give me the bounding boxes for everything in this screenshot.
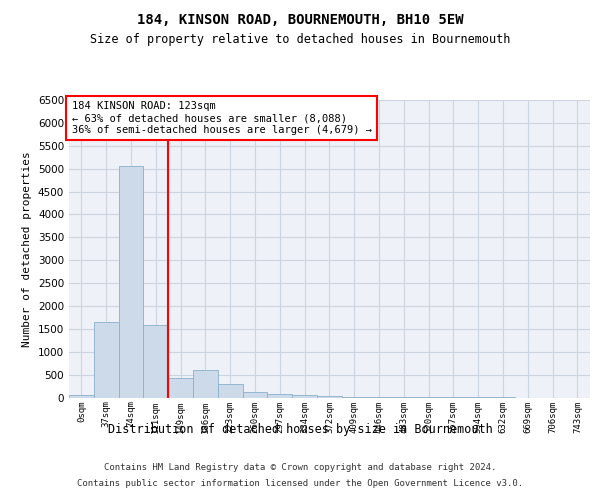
Bar	[193, 370, 218, 398]
Y-axis label: Number of detached properties: Number of detached properties	[22, 151, 32, 346]
Text: Contains public sector information licensed under the Open Government Licence v3: Contains public sector information licen…	[77, 479, 523, 488]
Bar	[292, 395, 317, 398]
Bar	[268, 394, 292, 398]
Bar	[168, 378, 193, 398]
Text: Size of property relative to detached houses in Bournemouth: Size of property relative to detached ho…	[90, 32, 510, 46]
Text: Contains HM Land Registry data © Crown copyright and database right 2024.: Contains HM Land Registry data © Crown c…	[104, 462, 496, 471]
Bar	[94, 322, 119, 398]
Bar	[218, 384, 242, 398]
Text: 184, KINSON ROAD, BOURNEMOUTH, BH10 5EW: 184, KINSON ROAD, BOURNEMOUTH, BH10 5EW	[137, 12, 463, 26]
Bar	[342, 397, 367, 398]
Text: 184 KINSON ROAD: 123sqm
← 63% of detached houses are smaller (8,088)
36% of semi: 184 KINSON ROAD: 123sqm ← 63% of detache…	[71, 102, 371, 134]
Bar	[242, 392, 268, 398]
Bar	[119, 166, 143, 398]
Bar	[69, 395, 94, 398]
Bar	[317, 396, 342, 398]
Bar	[143, 325, 168, 398]
Text: Distribution of detached houses by size in Bournemouth: Distribution of detached houses by size …	[107, 422, 493, 436]
